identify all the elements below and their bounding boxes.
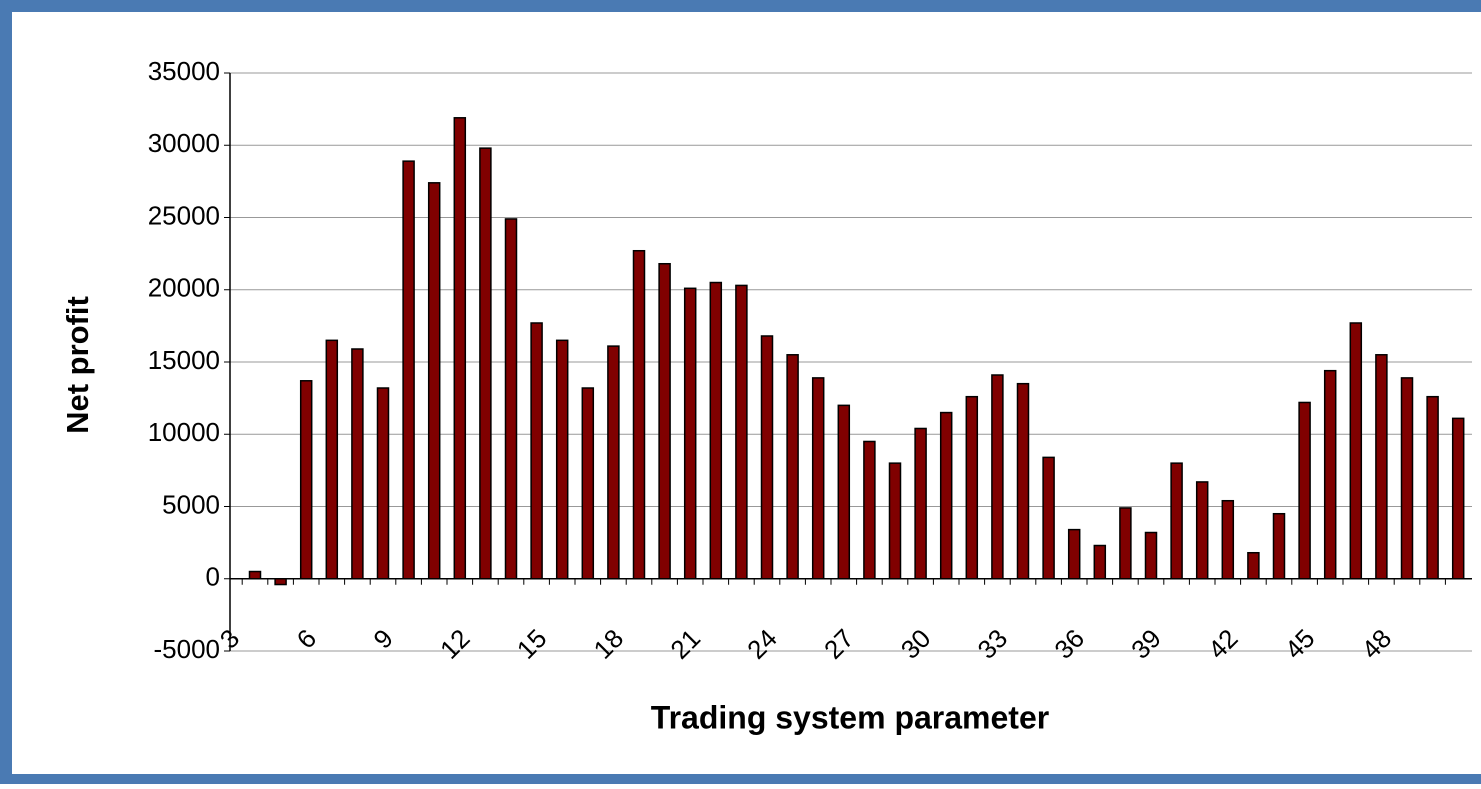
y-tick-label: -5000 (154, 634, 221, 664)
bar (1298, 401, 1311, 580)
bar (607, 345, 620, 580)
bar (837, 404, 851, 580)
y-tick-label: 30000 (148, 128, 220, 158)
bar (888, 462, 902, 580)
bar (1195, 481, 1209, 580)
y-tick-label: 5000 (162, 489, 220, 519)
bar (1426, 395, 1439, 580)
bar (453, 117, 467, 580)
y-tick-label: 0 (206, 562, 220, 592)
bar (965, 395, 979, 580)
bar (786, 354, 799, 580)
y-tick-label: 20000 (148, 273, 220, 303)
bar (299, 380, 313, 580)
bar (811, 377, 825, 580)
bar (1042, 456, 1055, 580)
bar (1375, 354, 1388, 580)
bar (939, 411, 953, 580)
y-tick-label: 25000 (148, 200, 220, 230)
bar (581, 387, 595, 580)
bar (427, 182, 441, 580)
bar (1272, 512, 1286, 580)
bar (504, 218, 518, 580)
bar (1170, 462, 1183, 580)
bar (274, 578, 287, 586)
bar (1451, 417, 1465, 580)
bar (555, 339, 569, 580)
bar (709, 281, 723, 580)
bar (863, 440, 876, 580)
bar (632, 249, 646, 580)
bar (530, 322, 543, 580)
bar (248, 570, 262, 580)
y-tick-label: 15000 (148, 345, 220, 375)
bar (914, 427, 927, 580)
bar (760, 335, 774, 580)
x-axis-title: Trading system parameter (651, 699, 1049, 735)
bar (735, 284, 748, 580)
bar (376, 387, 390, 580)
bar (658, 262, 671, 580)
y-axis-title: Net profit (60, 296, 95, 434)
bar (991, 374, 1004, 580)
bar (1016, 382, 1030, 580)
y-tick-label: 35000 (148, 56, 220, 86)
bar (1144, 531, 1158, 580)
bar (1349, 322, 1363, 580)
bar (351, 348, 364, 580)
bar (1323, 369, 1337, 580)
bar (325, 339, 339, 580)
bar (1247, 551, 1260, 580)
bar (683, 287, 697, 580)
bar (1221, 499, 1235, 580)
y-tick-label: 10000 (148, 417, 220, 447)
bar (1119, 507, 1132, 580)
bar (1400, 377, 1414, 580)
bar (1093, 544, 1107, 580)
bar (479, 147, 492, 580)
bar (1067, 528, 1081, 580)
bar (402, 160, 415, 580)
